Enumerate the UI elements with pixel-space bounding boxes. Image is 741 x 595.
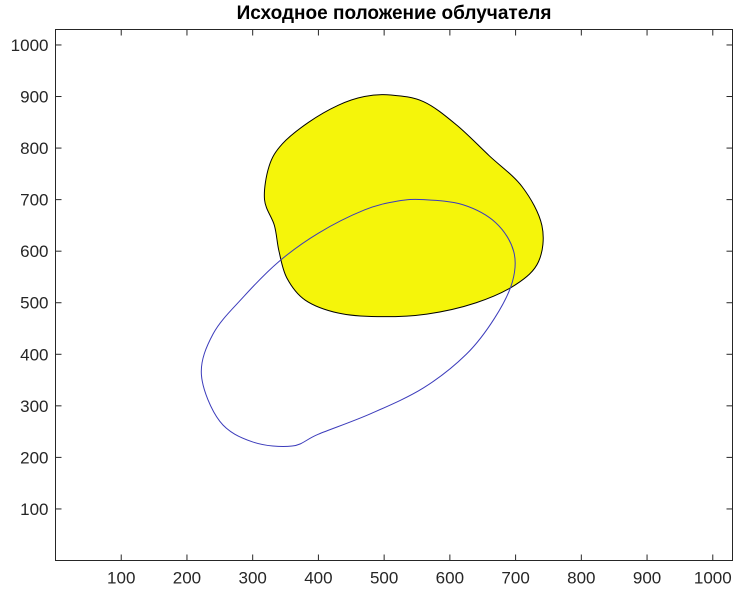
y-tick-label: 500 xyxy=(20,294,48,313)
ellipse-outline xyxy=(200,198,516,448)
x-tick-label: 100 xyxy=(107,569,135,588)
y-tick-label: 200 xyxy=(20,448,48,467)
x-tick-label: 700 xyxy=(501,569,529,588)
y-tick-label: 600 xyxy=(20,242,48,261)
x-tick-label: 400 xyxy=(304,569,332,588)
filled-region xyxy=(263,94,544,318)
y-tick-label: 100 xyxy=(20,500,48,519)
axes-box xyxy=(55,29,733,561)
plot-area xyxy=(200,94,544,448)
y-tick-label: 700 xyxy=(20,191,48,210)
x-tick-label: 800 xyxy=(567,569,595,588)
x-tick-label: 500 xyxy=(370,569,398,588)
chart-title: Исходное положение облучателя xyxy=(237,3,552,24)
x-tick-label: 200 xyxy=(173,569,201,588)
x-tick-label: 1000 xyxy=(694,569,732,588)
y-tick-label: 300 xyxy=(20,397,48,416)
y-tick-label: 800 xyxy=(20,139,48,158)
x-tick-label: 300 xyxy=(238,569,266,588)
y-tick-label: 400 xyxy=(20,345,48,364)
y-tick-label: 1000 xyxy=(11,36,49,55)
x-tick-label: 600 xyxy=(436,569,464,588)
y-tick-label: 900 xyxy=(20,88,48,107)
axis-ticks: 100 200 300 400 500 600 700 800 900 1000 100 200 300… xyxy=(11,29,733,588)
x-tick-label: 900 xyxy=(633,569,661,588)
